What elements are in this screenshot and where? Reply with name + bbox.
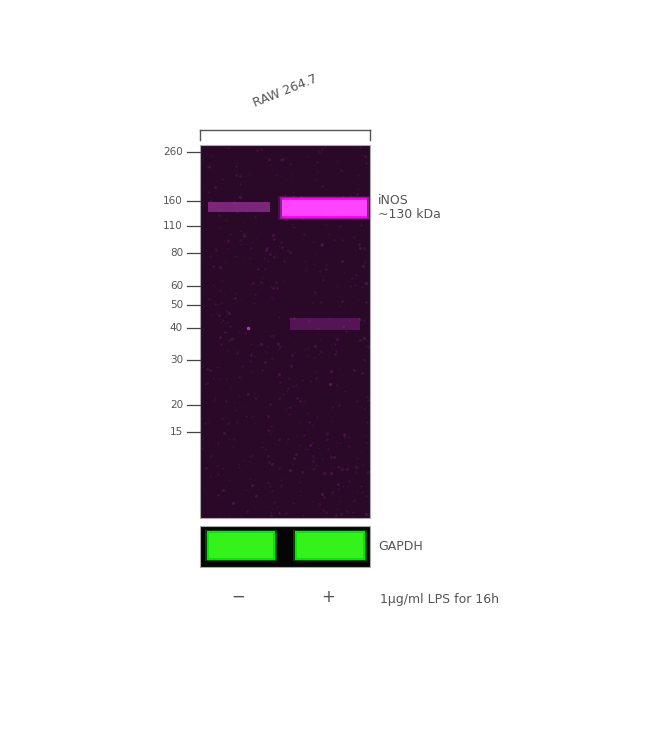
Text: 30: 30 — [170, 355, 183, 365]
Text: 60: 60 — [170, 281, 183, 291]
Text: 20: 20 — [170, 400, 183, 410]
Bar — [282, 198, 367, 218]
Bar — [208, 202, 270, 212]
Text: 15: 15 — [170, 427, 183, 437]
Bar — [282, 200, 367, 216]
Text: +: + — [321, 588, 335, 606]
Text: ~130 kDa: ~130 kDa — [378, 209, 441, 222]
Text: −: − — [231, 588, 245, 606]
Text: 260: 260 — [163, 147, 183, 157]
Bar — [205, 530, 277, 561]
Bar — [295, 531, 365, 560]
Bar — [280, 197, 369, 219]
Text: GAPDH: GAPDH — [378, 539, 422, 553]
Text: 50: 50 — [170, 300, 183, 310]
Bar — [200, 526, 370, 567]
Text: 1μg/ml LPS for 16h: 1μg/ml LPS for 16h — [380, 594, 499, 607]
Text: 40: 40 — [170, 323, 183, 333]
Bar — [209, 533, 273, 558]
Bar — [293, 530, 367, 561]
Bar — [282, 198, 367, 218]
Text: RAW 264.7: RAW 264.7 — [251, 72, 319, 110]
Bar — [200, 145, 370, 518]
Bar — [297, 533, 363, 558]
Text: 110: 110 — [163, 221, 183, 231]
Text: 160: 160 — [163, 196, 183, 206]
Bar — [290, 318, 360, 330]
Bar — [278, 196, 371, 220]
Text: iNOS: iNOS — [378, 193, 409, 206]
Text: 80: 80 — [170, 248, 183, 258]
Bar — [207, 531, 275, 560]
